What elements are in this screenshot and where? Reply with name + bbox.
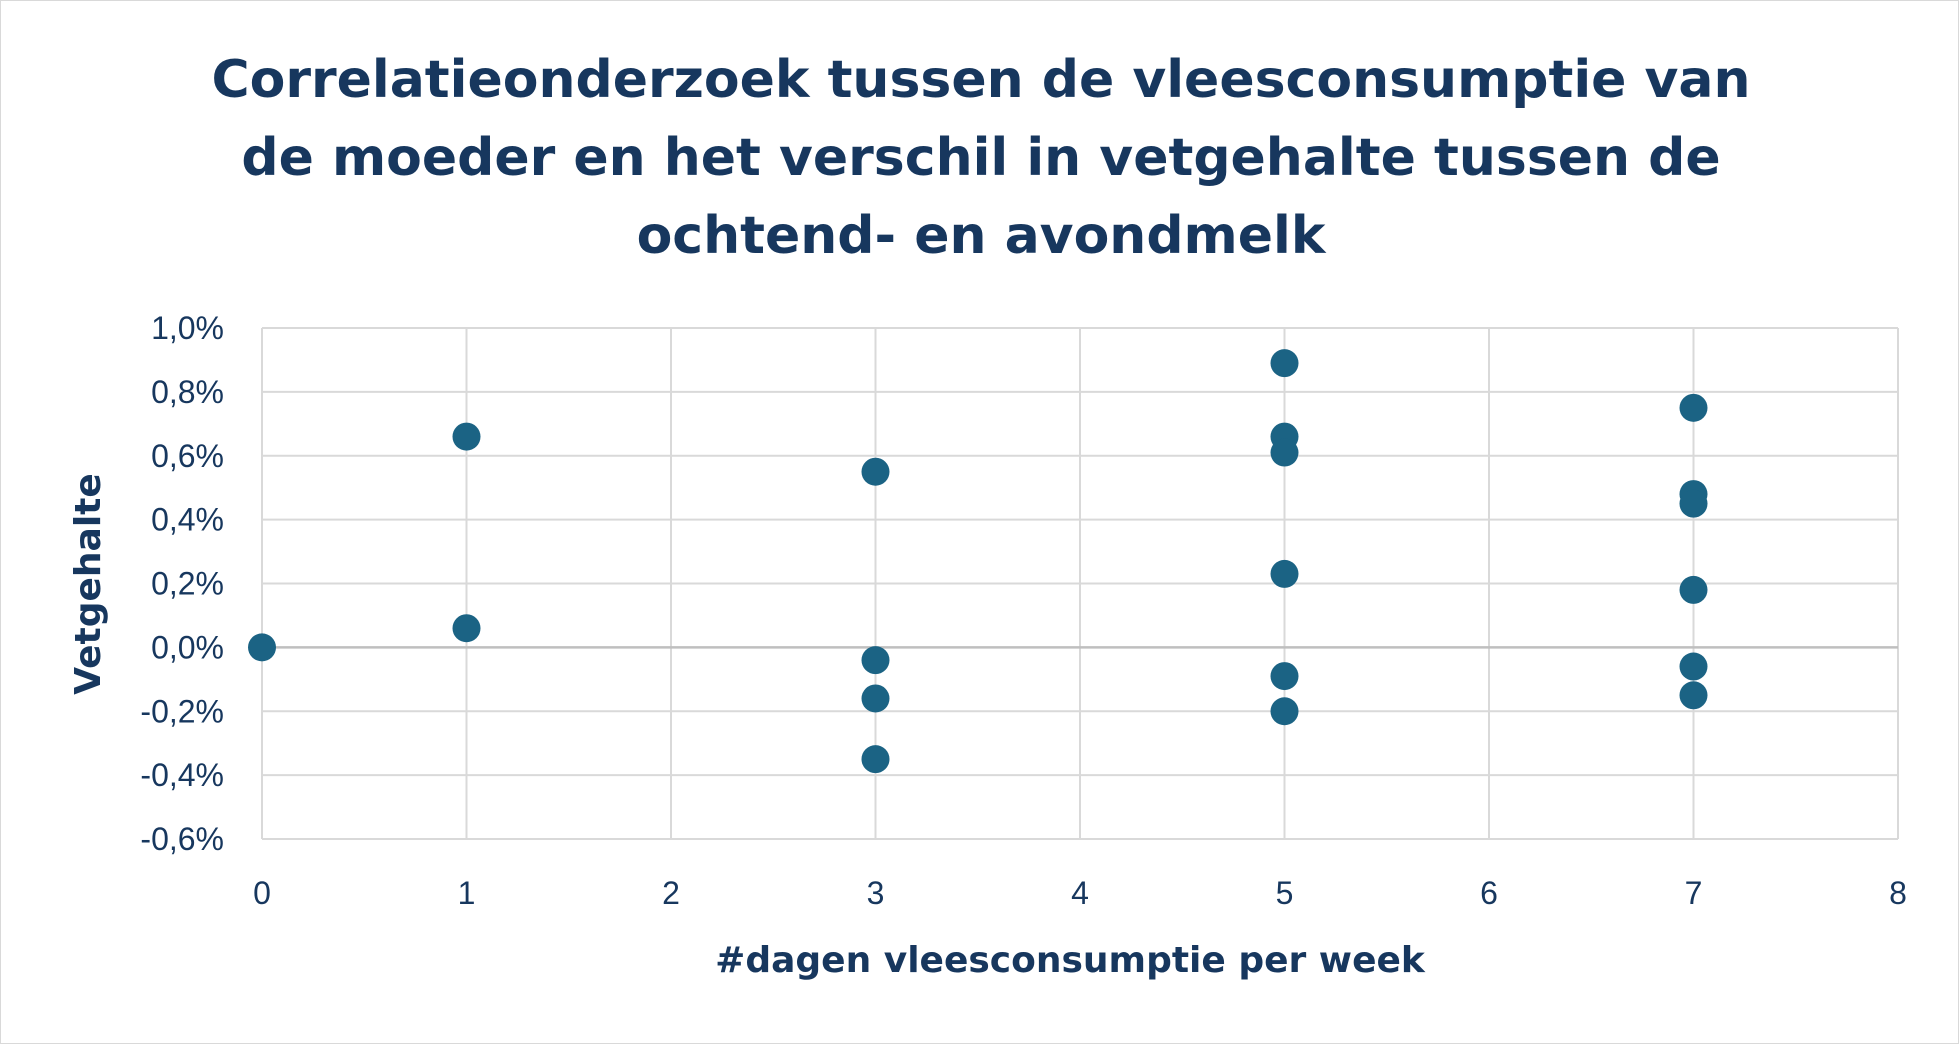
x-tick-label: 8: [1889, 875, 1907, 911]
data-point: [1270, 559, 1299, 588]
data-point: [248, 633, 276, 662]
data-point: [861, 457, 890, 486]
y-tick-label: 1,0%: [151, 310, 224, 346]
y-tick-label: 0,6%: [151, 438, 224, 474]
data-point: [861, 646, 890, 675]
y-tick-label: 0,2%: [151, 566, 224, 602]
axes: [261, 328, 1898, 839]
x-tick-labels: 0 1 2 3 4 5 6 7 8: [253, 875, 1907, 911]
x-tick-label: 1: [458, 875, 476, 911]
y-tick-label: -0,4%: [140, 757, 224, 793]
data-point: [452, 422, 481, 451]
data-point: [1679, 393, 1708, 422]
y-axis-title: Vetgehalte: [68, 473, 109, 695]
x-tick-label: 4: [1071, 875, 1089, 911]
y-tick-label: -0,6%: [140, 821, 224, 857]
x-tick-label: 6: [1480, 875, 1498, 911]
x-tick-label: 3: [867, 875, 885, 911]
data-point: [861, 745, 890, 774]
y-tick-label: 0,8%: [151, 374, 224, 410]
x-tick-label: 2: [662, 875, 680, 911]
data-point: [1679, 681, 1708, 710]
y-tick-labels: -0,6% -0,4% -0,2% 0,0% 0,2% 0,4% 0,6% 0,8% 1,0%: [140, 310, 224, 857]
data-point: [1270, 438, 1299, 467]
chart-title: Correlatieonderzoek tussen de vleesconsu…: [211, 50, 1751, 266]
y-tick-label: -0,2%: [140, 693, 224, 729]
data-point: [1679, 575, 1708, 604]
gridlines: [262, 327, 1899, 840]
data-point: [1270, 697, 1299, 726]
data-point: [1679, 652, 1708, 681]
x-tick-label: 0: [253, 875, 271, 911]
x-tick-label: 5: [1276, 875, 1294, 911]
data-point: [1679, 489, 1708, 518]
data-point: [1270, 662, 1299, 691]
y-tick-label: 0,4%: [151, 502, 224, 538]
x-tick-label: 7: [1685, 875, 1703, 911]
x-axis-title: #dagen vleesconsumptie per week: [715, 940, 1426, 981]
y-tick-label: 0,0%: [151, 629, 224, 665]
data-point: [452, 614, 481, 643]
data-points: [248, 349, 1708, 774]
data-point: [1270, 349, 1299, 378]
data-point: [861, 684, 890, 713]
